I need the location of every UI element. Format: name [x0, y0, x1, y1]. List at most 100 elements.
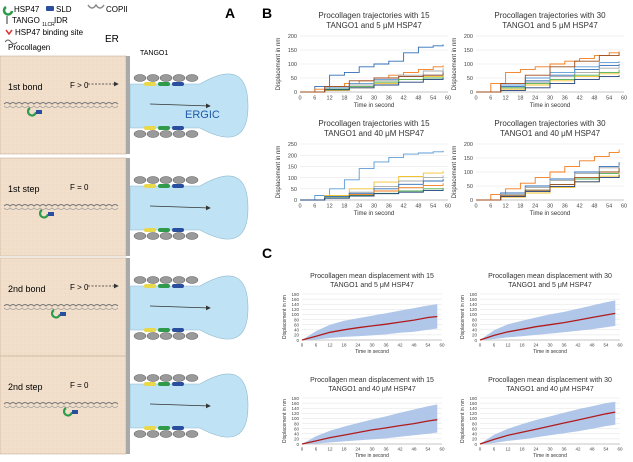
x-tick-label: 60 [621, 204, 627, 210]
x-tick-label: 36 [383, 343, 389, 348]
y-tick-label: 100 [464, 170, 473, 176]
x-tick-label: 36 [562, 204, 568, 210]
x-tick-label: 0 [479, 447, 482, 452]
x-tick-label: 48 [591, 96, 597, 102]
tango1-segment [144, 126, 156, 130]
copii-coat [172, 276, 186, 284]
transport-arrow [149, 305, 211, 311]
y-axis-label: Displacement in nm [460, 295, 466, 339]
legend-tango-sub: 1LCR [42, 22, 55, 28]
x-axis-label: Time in second [530, 211, 570, 217]
x-tick-label: 42 [401, 204, 407, 210]
y-tick-label: 40 [472, 432, 478, 437]
x-tick-label: 18 [341, 447, 347, 452]
x-tick-label: 6 [493, 343, 496, 348]
tango1-segment [172, 284, 184, 288]
y-tick-label: 100 [469, 312, 477, 317]
chart-title: Procollagen trajectories with 15 [318, 11, 430, 20]
copii-coat [172, 430, 186, 438]
er-membrane [126, 158, 130, 256]
x-tick-label: 12 [327, 96, 333, 102]
y-tick-label: 0 [296, 442, 299, 447]
y-tick-label: 140 [469, 302, 477, 307]
x-axis-label: Time in second [530, 103, 570, 109]
chart-title: TANGO1 and 40 μM HSP47 [500, 129, 601, 138]
legend-procollagen: Procollagen [8, 43, 50, 52]
binding-site-icon [5, 29, 13, 36]
chart-mean-30-5: Procollagen mean displacement with 30 TAN… [460, 273, 623, 355]
mean-line [301, 315, 438, 341]
x-tick-label: 36 [386, 204, 392, 210]
y-tick-label: 20 [294, 437, 300, 442]
hsp47-icon [63, 407, 74, 417]
y-tick-label: 160 [469, 401, 477, 406]
chart-title: TANGO1 and 5 μM HSP47 [508, 282, 592, 289]
y-tick-label: 140 [291, 302, 299, 307]
copii-coat [172, 374, 186, 382]
copii-coat [146, 232, 160, 240]
y-tick-label: 250 [288, 142, 297, 148]
trajectory-line [300, 187, 444, 201]
tango1-segment [144, 382, 156, 386]
legend-sld: SLD [56, 5, 72, 14]
x-tick-label: 24 [532, 204, 538, 210]
force-label: F = 0 [70, 183, 89, 192]
x-tick-label: 30 [547, 343, 553, 348]
panel-label-b: B [262, 5, 272, 21]
y-tick-label: 0 [294, 198, 297, 204]
y-tick-label: 50 [291, 187, 297, 193]
x-tick-label: 12 [327, 204, 333, 210]
schematic-step-2: 1st step F = 0 [0, 157, 249, 257]
hsp47-icon [27, 107, 38, 117]
x-axis-label: Time in second [355, 453, 389, 459]
y-tick-label: 20 [472, 437, 478, 442]
x-tick-label: 6 [315, 447, 318, 452]
tango1-segment [144, 184, 156, 188]
x-tick-label: 18 [517, 96, 523, 102]
transport-arrow [149, 205, 211, 211]
x-tick-label: 48 [411, 447, 417, 452]
x-tick-label: 42 [577, 204, 583, 210]
tango1-segment [144, 228, 156, 232]
step-label: 2nd step [8, 382, 43, 392]
tango1-label: TANGO1 [140, 50, 168, 57]
chart-title: Procollagen mean displacement with 30 [488, 273, 612, 280]
x-tick-label: 30 [547, 204, 553, 210]
chart-title: Procollagen mean displacement with 30 [488, 377, 612, 384]
trajectory-line [476, 165, 620, 201]
x-tick-label: 30 [371, 96, 377, 102]
sld-icon [72, 410, 78, 414]
y-tick-label: 160 [291, 297, 299, 302]
x-tick-label: 6 [489, 96, 492, 102]
chart-title: TANGO1 and 40 μM HSP47 [506, 386, 594, 393]
er-region [0, 55, 127, 155]
y-tick-label: 200 [464, 34, 473, 40]
x-tick-label: 6 [493, 447, 496, 452]
y-tick-label: 0 [474, 442, 477, 447]
step-label: 1st bond [8, 82, 43, 92]
copii-coat [146, 176, 160, 184]
copii-coat [159, 74, 173, 82]
y-tick-label: 200 [288, 34, 297, 40]
x-tick-label: 30 [547, 447, 553, 452]
transport-arrow [149, 103, 211, 109]
x-tick-label: 12 [327, 343, 333, 348]
copii-coat [133, 430, 147, 438]
tango1-segment [158, 228, 170, 232]
legend-binding-site: HSP47 binding site [15, 28, 84, 37]
procollagen-helix [3, 405, 119, 408]
transport-arrow [149, 403, 211, 409]
y-tick-label: 150 [288, 165, 297, 171]
schematic-step-4: 2nd step F = 0 [0, 355, 249, 455]
copii-coat [159, 374, 173, 382]
x-tick-label: 42 [577, 96, 583, 102]
y-tick-label: 60 [294, 322, 300, 327]
x-tick-label: 24 [356, 204, 362, 210]
ergic-label: ERGIC [185, 109, 220, 121]
y-tick-label: 100 [464, 62, 473, 68]
step-label: 2nd bond [8, 284, 46, 294]
trajectory-line [476, 51, 620, 93]
y-tick-label: 140 [469, 406, 477, 411]
x-tick-label: 6 [313, 96, 316, 102]
x-tick-label: 60 [445, 96, 451, 102]
